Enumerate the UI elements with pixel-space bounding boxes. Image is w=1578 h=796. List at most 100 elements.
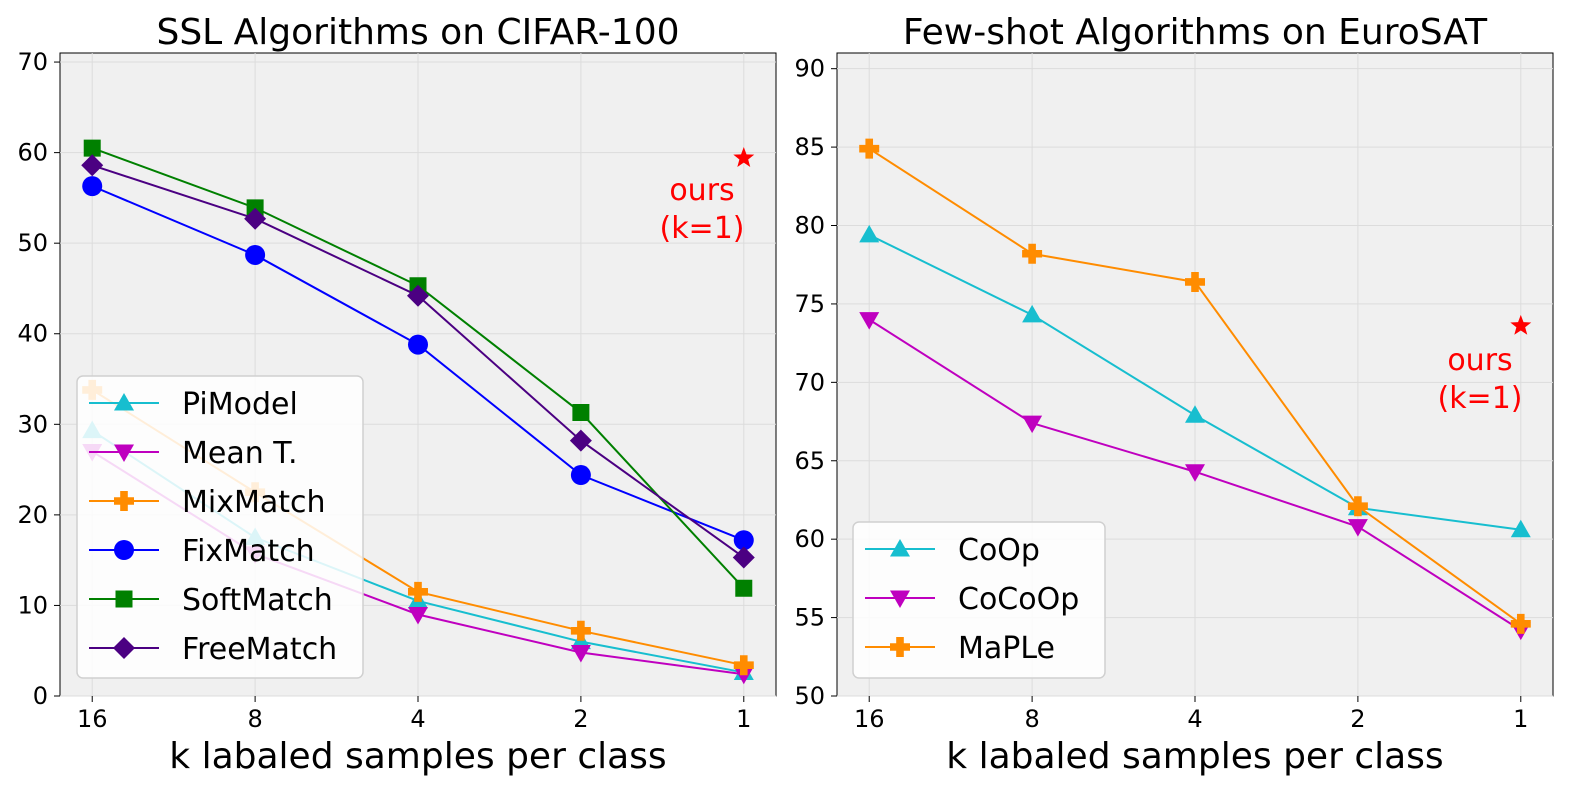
data-point xyxy=(1347,496,1368,517)
legend-label: Mean T. xyxy=(182,436,298,471)
y-tick-label: 70 xyxy=(794,368,825,396)
data-point xyxy=(732,546,755,569)
y-tick-label: 0 xyxy=(33,682,48,710)
chart-panel-fewshot: 50 55 60 65 70 75 80 85 90 16 8 4 2 1 ours (k=1) CoOp… xyxy=(794,12,1554,777)
legend-marker xyxy=(113,637,135,659)
x-tick-label: 16 xyxy=(77,705,108,733)
y-tick-label: 75 xyxy=(794,290,825,318)
data-point xyxy=(735,579,753,597)
x-axis-label: k labaled samples per class xyxy=(169,736,666,777)
data-point xyxy=(733,655,754,676)
y-tick-label: 60 xyxy=(17,139,48,167)
y-tick-label: 85 xyxy=(794,133,825,161)
x-tick-label: 4 xyxy=(1187,705,1202,733)
data-point xyxy=(1022,415,1043,434)
x-tick-label: 1 xyxy=(736,705,751,733)
legend-marker xyxy=(114,393,134,411)
y-tick-label: 40 xyxy=(17,320,48,348)
ours-k-label: (k=1) xyxy=(1437,381,1522,416)
y-tick-label: 50 xyxy=(17,229,48,257)
legend-marker xyxy=(114,491,134,512)
y-tick-label: 10 xyxy=(17,591,48,619)
y-tick-label: 65 xyxy=(794,447,825,475)
data-point xyxy=(1022,243,1043,264)
chart-panel-ssl: 0 10 20 30 40 50 60 70 16 8 4 2 1 ours (k=1) PiModel… xyxy=(17,12,777,777)
ours-annotation: ours (k=1) xyxy=(1437,314,1532,416)
legend-marker xyxy=(890,590,910,608)
x-tick-label: 8 xyxy=(1024,705,1039,733)
data-point xyxy=(572,404,590,422)
data-point xyxy=(245,244,266,265)
legend-marker xyxy=(890,539,910,557)
x-tick-label: 8 xyxy=(247,705,262,733)
chart-title: Few-shot Algorithms on EuroSAT xyxy=(903,12,1488,53)
data-point xyxy=(1185,271,1205,292)
data-point xyxy=(1022,304,1043,323)
legend-label: MixMatch xyxy=(182,485,326,520)
data-point xyxy=(408,606,428,625)
y-tick-label: 90 xyxy=(794,55,825,83)
data-point xyxy=(407,284,429,307)
data-point xyxy=(859,312,880,330)
ours-star-marker xyxy=(1510,314,1532,335)
x-tick-label: 1 xyxy=(1513,705,1528,733)
y-tick-label: 80 xyxy=(794,212,825,240)
data-point xyxy=(244,207,267,230)
legend-label: SoftMatch xyxy=(182,583,333,618)
legend-marker xyxy=(890,637,910,657)
grid-lines xyxy=(837,53,1553,697)
ours-label: ours xyxy=(1447,343,1512,378)
data-point xyxy=(570,620,591,641)
data-point xyxy=(859,224,880,243)
data-point xyxy=(408,334,428,355)
legend-label: FreeMatch xyxy=(182,632,337,667)
legend-label: CoOp xyxy=(958,533,1040,568)
legend: CoOp CoCoOp MaPLe xyxy=(852,521,1106,679)
x-tick-label: 2 xyxy=(1350,705,1365,733)
series-layer xyxy=(81,139,755,685)
data-point xyxy=(733,530,754,551)
data-point xyxy=(83,139,101,157)
series-layer xyxy=(859,138,1531,641)
data-point xyxy=(733,666,754,685)
ours-label: ours xyxy=(669,173,734,208)
ours-k-label: (k=1) xyxy=(659,211,744,246)
ours-star-marker xyxy=(733,147,755,167)
y-tick-label: 50 xyxy=(794,682,825,710)
data-point xyxy=(82,176,103,197)
y-tick-label: 20 xyxy=(17,501,48,529)
x-tick-label: 16 xyxy=(854,705,885,733)
data-point xyxy=(408,581,429,602)
y-tick-label: 30 xyxy=(17,410,48,438)
legend-label: CoCoOp xyxy=(958,582,1079,617)
ours-annotation: ours (k=1) xyxy=(659,147,755,246)
x-tick-label: 2 xyxy=(573,705,588,733)
legend-box xyxy=(852,521,1106,679)
y-tick-label: 60 xyxy=(794,525,825,553)
y-tick-label: 70 xyxy=(17,48,48,76)
data-point xyxy=(859,138,880,159)
legend-marker xyxy=(115,590,133,608)
y-tick-label: 55 xyxy=(794,604,825,632)
legend-label: FixMatch xyxy=(182,534,315,569)
data-point xyxy=(1510,519,1531,538)
x-axis-label: k labaled samples per class xyxy=(946,736,1443,777)
data-point xyxy=(1510,613,1531,634)
axis-ticks: 0 10 20 30 40 50 60 70 16 8 4 2 1 xyxy=(17,48,751,733)
data-point xyxy=(81,154,104,177)
data-point xyxy=(1185,464,1205,482)
legend-label: PiModel xyxy=(182,387,298,422)
data-point xyxy=(1347,519,1368,537)
data-point xyxy=(1185,405,1205,423)
legend-label: MaPLe xyxy=(958,631,1055,666)
legend: PiModel Mean T. MixMatch FixMatch SoftMatch F… xyxy=(76,375,364,679)
data-point xyxy=(570,465,591,486)
legend-marker xyxy=(114,540,134,560)
x-tick-label: 4 xyxy=(410,705,425,733)
data-point xyxy=(570,645,591,663)
legend-marker xyxy=(114,444,134,462)
axis-ticks: 50 55 60 65 70 75 80 85 90 16 8 4 2 1 xyxy=(794,55,1528,733)
chart-title: SSL Algorithms on CIFAR-100 xyxy=(156,12,679,53)
data-point xyxy=(569,429,592,452)
